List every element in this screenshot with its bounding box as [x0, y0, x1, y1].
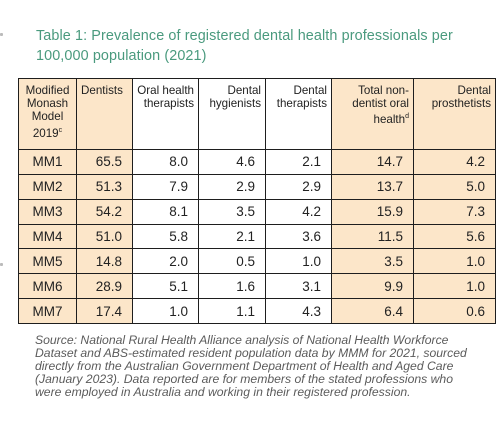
- table-cell: 54.2: [76, 198, 133, 225]
- column-header-label: Dental prosthetists: [431, 84, 491, 111]
- table-cell: 14.7: [331, 149, 414, 175]
- table-cell: 1.0: [132, 298, 199, 324]
- column-header-label: Dentists: [81, 84, 123, 97]
- row-label: MM2: [18, 173, 77, 200]
- table-cell: 2.0: [132, 248, 199, 275]
- column-header-label: Dental hygienists: [209, 84, 261, 111]
- page-edge-mark: [0, 263, 3, 266]
- table-cell: 2.1: [198, 223, 266, 250]
- table-cell: 5.6: [413, 223, 496, 250]
- table-cell: 3.6: [265, 223, 332, 250]
- table-cell: 4.2: [413, 149, 496, 175]
- column-header-total-non-dentist: Total non-dentist oral healthd: [331, 78, 414, 150]
- table-cell: 1.0: [413, 273, 496, 300]
- column-header-oral-health-therapists: Oral health therapists: [132, 78, 199, 150]
- table-row: MM6 28.9 5.1 1.6 3.1 9.9 1.0: [18, 273, 496, 300]
- table-cell: 6.4: [331, 298, 414, 324]
- table-row: MM2 51.3 7.9 2.9 2.9 13.7 5.0: [18, 173, 496, 200]
- table-cell: 51.3: [76, 173, 133, 200]
- column-header-dental-hygienists: Dental hygienists: [198, 78, 266, 150]
- table-cell: 3.1: [265, 273, 332, 300]
- column-header-label: Total non-dentist oral health: [352, 84, 409, 127]
- table-cell: 5.1: [132, 273, 199, 300]
- column-header-dentists: Dentists: [76, 78, 133, 150]
- table-cell: 11.5: [331, 223, 414, 250]
- source-note: Source: National Rural Health Alliance a…: [35, 333, 467, 400]
- column-header-dental-prosthetists: Dental prosthetists: [413, 78, 496, 150]
- column-header-label: Dental therapists: [276, 84, 327, 111]
- table-cell: 65.5: [76, 149, 133, 175]
- table-row: MM4 51.0 5.8 2.1 3.6 11.5 5.6: [18, 223, 496, 250]
- table-cell: 1.6: [198, 273, 266, 300]
- table-cell: 28.9: [76, 273, 133, 300]
- dental-prevalence-table: Modified Monash Model 2019c Dentists Ora…: [18, 78, 496, 324]
- row-label: MM1: [18, 149, 77, 175]
- table-cell: 2.9: [198, 173, 266, 200]
- table-row: MM1 65.5 8.0 4.6 2.1 14.7 4.2: [18, 149, 496, 175]
- row-label: MM5: [18, 248, 77, 275]
- table-row: MM5 14.8 2.0 0.5 1.0 3.5 1.0: [18, 248, 496, 275]
- row-label: MM7: [18, 298, 77, 324]
- table-cell: 4.3: [265, 298, 332, 324]
- column-header-dental-therapists: Dental therapists: [265, 78, 332, 150]
- table-cell: 7.9: [132, 173, 199, 200]
- table-cell: 3.5: [331, 248, 414, 275]
- row-label: MM3: [18, 198, 77, 225]
- header-row: Modified Monash Model 2019c Dentists Ora…: [18, 78, 496, 150]
- table-cell: 4.2: [265, 198, 332, 225]
- table-cell: 15.9: [331, 198, 414, 225]
- column-header-mmm: Modified Monash Model 2019c: [18, 78, 77, 150]
- footnote-marker: d: [405, 113, 409, 121]
- column-header-label: Modified Monash Model 2019: [25, 84, 70, 140]
- table-cell: 1.0: [413, 248, 496, 275]
- table-cell: 8.1: [132, 198, 199, 225]
- table-cell: 0.6: [413, 298, 496, 324]
- table-cell: 1.1: [198, 298, 266, 324]
- column-header-label: Oral health therapists: [137, 84, 194, 111]
- table-cell: 9.9: [331, 273, 414, 300]
- page-edge-mark: [0, 33, 3, 36]
- row-label: MM4: [18, 223, 77, 250]
- table-cell: 2.9: [265, 173, 332, 200]
- table-cell: 7.3: [413, 198, 496, 225]
- table-cell: 17.4: [76, 298, 133, 324]
- table-cell: 5.0: [413, 173, 496, 200]
- table-title: Table 1: Prevalence of registered dental…: [36, 28, 453, 64]
- row-label: MM6: [18, 273, 77, 300]
- table-cell: 1.0: [265, 248, 332, 275]
- table-cell: 14.8: [76, 248, 133, 275]
- table-cell: 13.7: [331, 173, 414, 200]
- table-cell: 5.8: [132, 223, 199, 250]
- table-cell: 0.5: [198, 248, 266, 275]
- table-cell: 3.5: [198, 198, 266, 225]
- table-row: MM7 17.4 1.0 1.1 4.3 6.4 0.6: [18, 298, 496, 324]
- table-cell: 51.0: [76, 223, 133, 250]
- table-cell: 8.0: [132, 149, 199, 175]
- footnote-marker: c: [58, 126, 63, 134]
- table-cell: 4.6: [198, 149, 266, 175]
- table-row: MM3 54.2 8.1 3.5 4.2 15.9 7.3: [18, 198, 496, 225]
- table-cell: 2.1: [265, 149, 332, 175]
